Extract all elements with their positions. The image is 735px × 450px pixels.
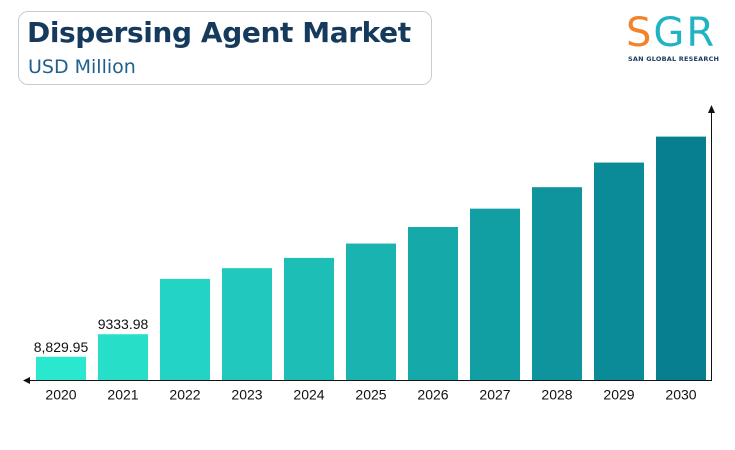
x-tick-label: 2029 [603,387,634,403]
bar-2030 [656,136,706,381]
bar-2021 [98,334,148,381]
axis-group [23,105,715,384]
bar-2022 [160,278,210,381]
x-tick-label: 2026 [417,387,448,403]
logo-letters-gr: GR [653,10,717,56]
bar-2020 [36,356,86,381]
sgr-logo: SGR SAN GLOBAL RESEARCH [624,10,720,68]
x-tick-label: 2027 [479,387,510,403]
x-tick-label: 2024 [293,387,324,403]
bar-2023 [222,268,272,381]
logo-wordmark: SGR [626,10,716,56]
labels-group: 2020 8,829.95 2021 9333.98 2022 2023 2024 2025 2… [34,316,697,402]
chart-title: Dispersing Agent Market [27,16,411,49]
bar-2025 [346,243,396,381]
x-axis-arrow [23,377,30,384]
title-panel: Dispersing Agent Market USD Million [18,11,432,85]
bars-group [36,136,706,381]
logo-tagline: SAN GLOBAL RESEARCH [628,55,720,63]
data-label: 8,829.95 [34,339,89,355]
bar-2029 [594,162,644,381]
bar-2028 [532,187,582,381]
x-tick-label: 2023 [231,387,262,403]
bar-2026 [408,227,458,381]
x-tick-label: 2022 [169,387,200,403]
logo-letter-s: S [626,10,654,56]
x-tick-label: 2020 [45,387,76,403]
bar-2024 [284,257,334,381]
bar-2027 [470,208,520,381]
chart-subtitle: USD Million [28,56,136,78]
y-axis-arrow [708,105,715,113]
x-tick-label: 2025 [355,387,386,403]
x-tick-label: 2030 [665,387,696,403]
x-tick-label: 2028 [541,387,572,403]
data-label: 9333.98 [98,316,149,332]
x-tick-label: 2021 [107,387,138,403]
